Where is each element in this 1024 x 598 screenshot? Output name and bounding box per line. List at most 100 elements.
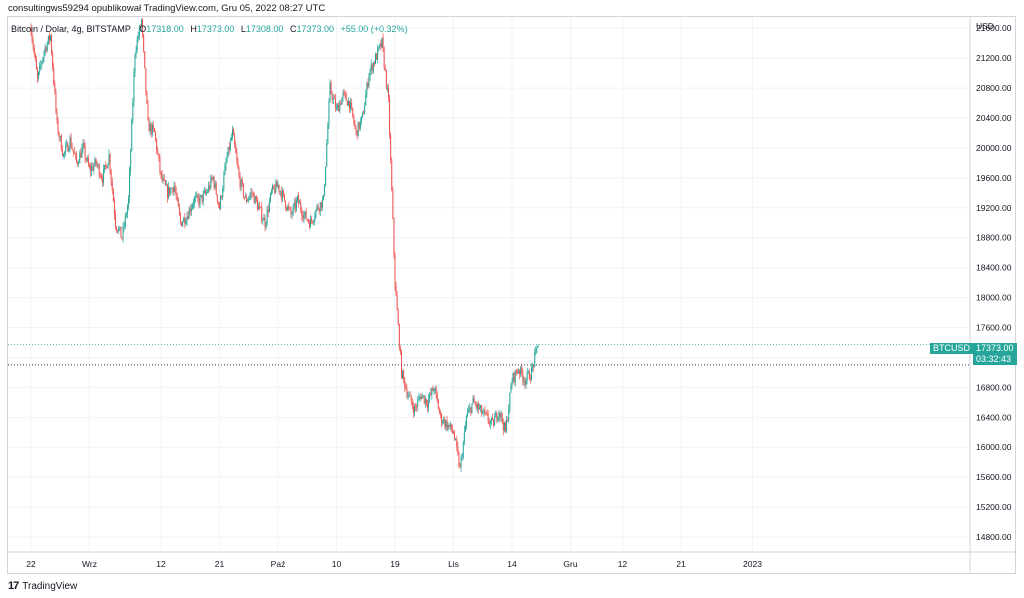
candle-body: [527, 371, 529, 373]
low-label: L: [240, 24, 246, 34]
candle-body: [252, 193, 254, 195]
symbol-title[interactable]: Bitcoin / Dolar, 4g, BITSTAMP: [11, 24, 131, 34]
candle-body: [47, 35, 49, 44]
candle-body: [529, 379, 531, 381]
candle-body: [92, 166, 94, 171]
candle-body: [436, 393, 438, 401]
candle-body: [421, 395, 423, 399]
candle-body: [317, 205, 319, 209]
candle-body: [486, 412, 488, 415]
candle-body: [339, 102, 341, 112]
candle-body: [73, 151, 75, 154]
candle-body: [121, 237, 123, 239]
candle-body: [51, 35, 53, 54]
published-line: consultingws59294 opublikował TradingVie…: [8, 3, 326, 14]
candle-body: [425, 399, 427, 405]
candle-body: [174, 185, 176, 192]
candle-body: [65, 145, 67, 152]
candle-body: [165, 184, 167, 186]
candle-body: [31, 34, 33, 41]
candle-body: [321, 199, 323, 208]
candle-body: [67, 143, 69, 152]
candle-body: [94, 158, 96, 166]
candle-body: [33, 47, 35, 54]
candle-body: [242, 183, 244, 197]
candle-body: [522, 373, 524, 382]
candle-body: [236, 153, 238, 161]
candle-body: [407, 396, 409, 398]
candle-body: [221, 196, 223, 198]
candle-body: [518, 370, 519, 373]
candle-body: [320, 202, 322, 208]
candle-body: [30, 28, 32, 35]
candle-body: [255, 196, 257, 201]
y-tick-label: 21600.00: [976, 23, 1012, 33]
candle-body: [171, 188, 173, 189]
candle-body: [125, 214, 127, 216]
candle-body: [386, 87, 388, 89]
candle-body: [305, 211, 307, 220]
candle-body: [143, 34, 145, 52]
candle-body: [259, 206, 261, 208]
x-tick-label: Wrz: [82, 559, 97, 569]
candle-body: [324, 185, 326, 196]
candle-body: [93, 165, 95, 171]
candle-body: [440, 412, 441, 414]
candle-body: [195, 196, 197, 199]
candle-body: [329, 82, 331, 102]
candle-body: [149, 124, 151, 132]
candle-body: [311, 219, 313, 221]
candle-body: [210, 177, 212, 189]
candle-body: [337, 104, 339, 108]
candle-body: [422, 395, 424, 397]
high-label: H: [190, 24, 197, 34]
candle-body: [109, 154, 111, 172]
candle-body: [428, 399, 430, 408]
candle-body: [467, 412, 469, 417]
candle-body: [471, 403, 473, 414]
candle-body: [454, 433, 456, 440]
candle-body: [447, 424, 449, 430]
candle-body: [379, 43, 381, 47]
x-tick-label: Lis: [448, 559, 459, 569]
candle-body: [350, 102, 352, 109]
candle-body: [477, 403, 479, 410]
candle-body: [80, 152, 82, 158]
y-tick-label: 16000.00: [976, 442, 1012, 452]
candle-body: [360, 116, 362, 121]
candle-body: [342, 92, 344, 98]
x-tick-label: 22: [26, 559, 36, 569]
candle-body: [177, 198, 179, 207]
candle-body: [223, 174, 225, 189]
candle-body: [493, 419, 495, 426]
candle-body: [269, 193, 271, 202]
candle-body: [160, 171, 162, 175]
candle-body: [234, 135, 236, 146]
candle-body: [198, 197, 200, 205]
candle-body: [352, 107, 354, 117]
candle-body: [405, 387, 407, 389]
candle-body: [437, 400, 439, 410]
candle-body: [87, 158, 89, 166]
candle-body: [429, 393, 431, 400]
candle-body: [256, 200, 258, 210]
candle-body: [97, 164, 99, 166]
tradingview-logo[interactable]: 17 TradingView: [8, 580, 77, 592]
candle-body: [492, 418, 493, 420]
candle-body: [142, 19, 144, 35]
candle-body: [434, 388, 436, 391]
candle-body: [282, 190, 284, 194]
symbol-legend[interactable]: Bitcoin / Dolar, 4g, BITSTAMP O17318.00 …: [11, 24, 408, 34]
candle-body: [368, 76, 370, 87]
candle-body: [159, 158, 161, 172]
candle-body: [201, 195, 203, 202]
candle-body: [271, 190, 272, 194]
candle-body: [427, 404, 428, 408]
candle-body: [389, 98, 391, 136]
candle-body: [294, 202, 296, 209]
candle-body: [100, 176, 102, 179]
candle-body: [84, 146, 86, 159]
close-value: 17373.00: [296, 24, 334, 34]
candle-body: [416, 406, 418, 408]
